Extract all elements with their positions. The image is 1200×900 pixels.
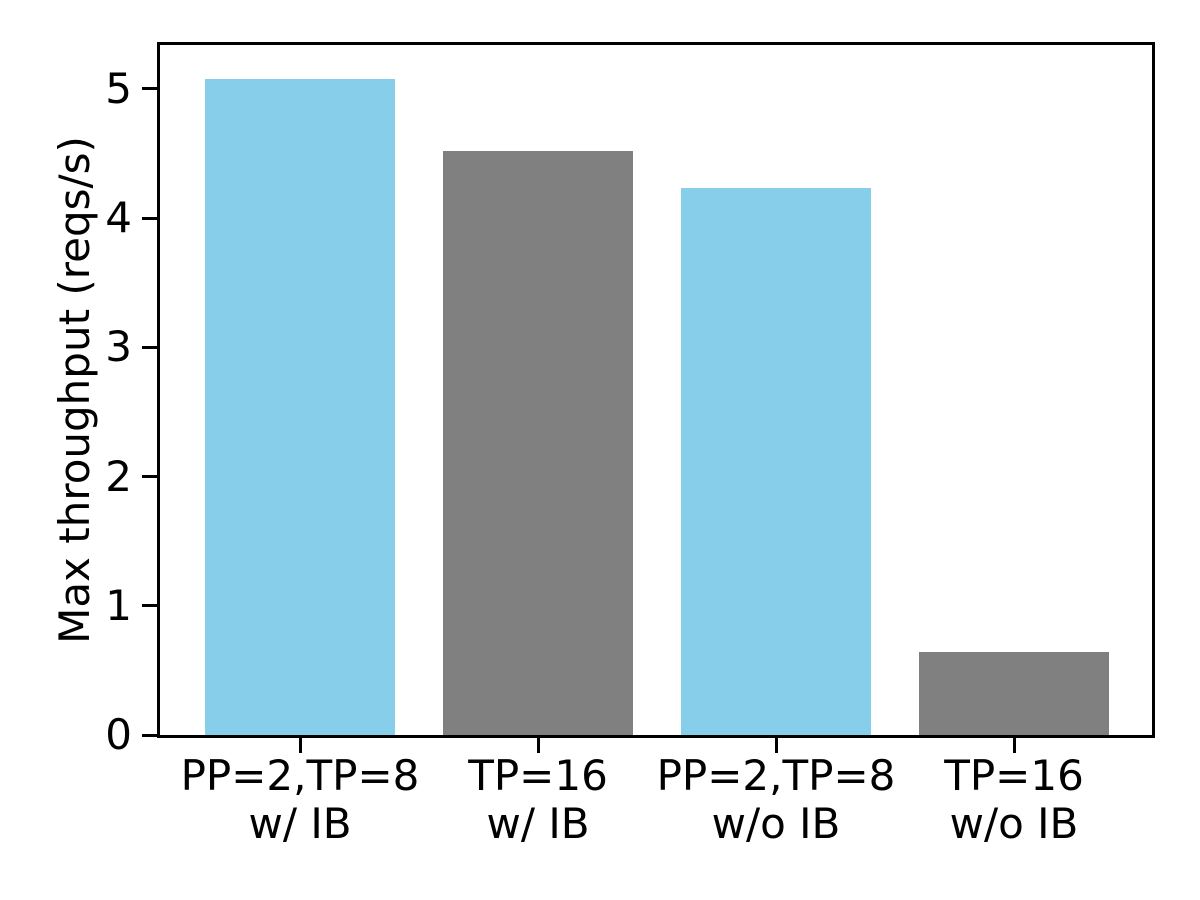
y-tick-label: 3 (105, 322, 132, 372)
y-axis-tick (142, 733, 157, 737)
x-axis-tick (536, 738, 540, 753)
bar-3 (919, 652, 1109, 735)
x-tick-label: TP=16 w/o IB (944, 751, 1084, 848)
x-tick-label: PP=2,TP=8 w/ IB (180, 751, 420, 848)
y-axis-tick (142, 475, 157, 479)
y-axis-tick (142, 345, 157, 349)
y-tick-label: 5 (105, 63, 132, 113)
x-axis-tick (774, 738, 778, 753)
x-axis-tick (298, 738, 302, 753)
y-axis-label: Max throughput (reqs/s) (50, 136, 99, 644)
x-tick-label: TP=16 w/ IB (468, 751, 608, 848)
bar-0 (205, 79, 395, 735)
y-axis-tick (142, 87, 157, 91)
y-tick-label: 0 (105, 710, 132, 759)
bar-1 (443, 151, 633, 735)
bar-2 (681, 188, 871, 735)
x-axis-tick (1012, 738, 1016, 753)
y-axis-tick (142, 216, 157, 220)
y-axis-tick (142, 604, 157, 608)
y-tick-label: 4 (105, 193, 132, 243)
plot-area (157, 42, 1155, 738)
y-tick-label: 2 (105, 451, 132, 501)
x-tick-label: PP=2,TP=8 w/o IB (656, 751, 896, 848)
y-tick-label: 1 (105, 580, 132, 630)
